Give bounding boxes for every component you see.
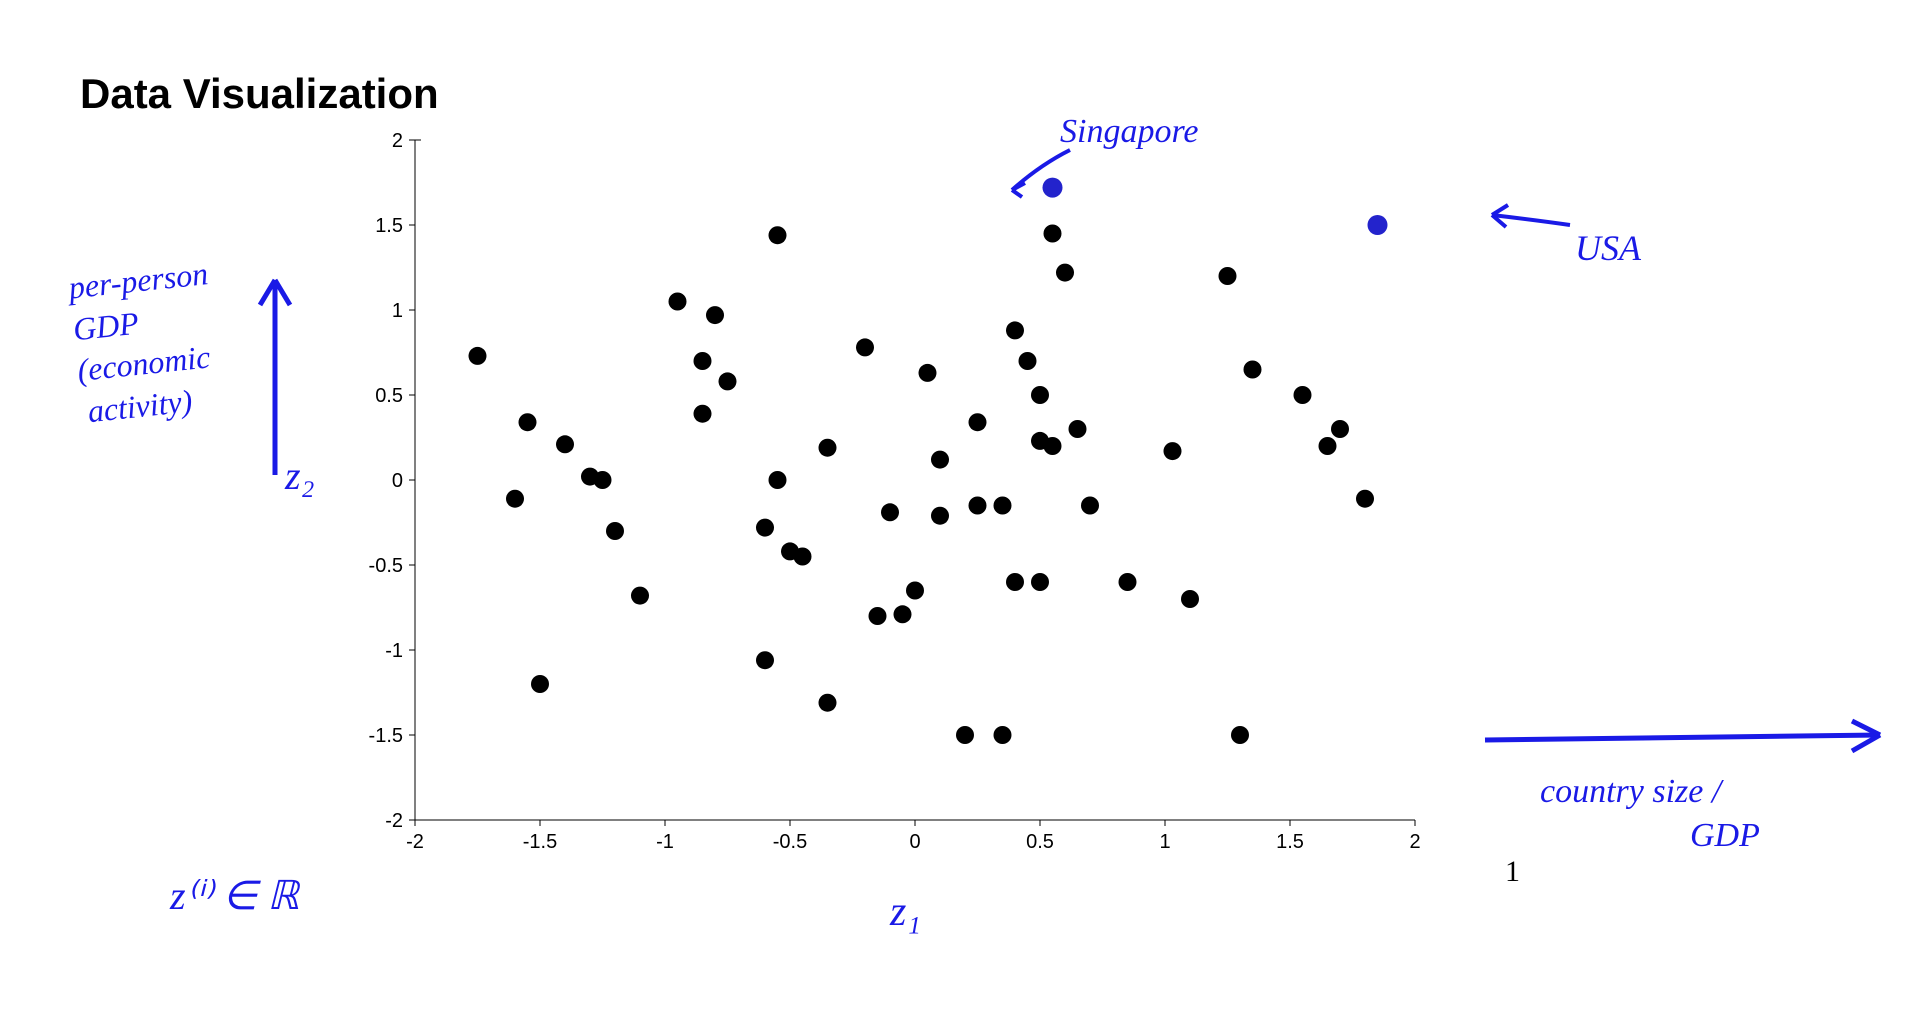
scatter-point bbox=[694, 352, 712, 370]
scatter-point bbox=[531, 675, 549, 693]
scatter-point bbox=[1244, 361, 1262, 379]
svg-text:-0.5: -0.5 bbox=[773, 831, 807, 853]
scatter-point bbox=[1331, 420, 1349, 438]
scatter-point bbox=[931, 451, 949, 469]
scatter-point bbox=[769, 471, 787, 489]
annotation-text-line: GDP bbox=[1690, 814, 1760, 858]
scatter-point bbox=[669, 293, 687, 311]
scatter-point bbox=[694, 405, 712, 423]
scatter-point bbox=[1164, 442, 1182, 460]
scatter-point bbox=[894, 605, 912, 623]
svg-text:0: 0 bbox=[909, 831, 920, 853]
scatter-point bbox=[519, 413, 537, 431]
scatter-point bbox=[756, 519, 774, 537]
svg-text:-2: -2 bbox=[385, 810, 403, 832]
scatter-point bbox=[994, 726, 1012, 744]
svg-text:-1.5: -1.5 bbox=[369, 725, 403, 747]
scatter-point bbox=[856, 338, 874, 356]
scatter-point bbox=[1119, 573, 1137, 591]
svg-text:0.5: 0.5 bbox=[375, 385, 403, 407]
scatter-point bbox=[1319, 437, 1337, 455]
scatter-point bbox=[1081, 497, 1099, 515]
annotation-text-line: country size / bbox=[1540, 770, 1760, 814]
svg-text:1: 1 bbox=[1159, 831, 1170, 853]
svg-text:2: 2 bbox=[1409, 831, 1420, 853]
scatter-point bbox=[1031, 573, 1049, 591]
svg-text:-1.5: -1.5 bbox=[523, 831, 557, 853]
scatter-point bbox=[906, 582, 924, 600]
scatter-point bbox=[1006, 321, 1024, 339]
arrow-right-country bbox=[1480, 715, 1900, 765]
annotation-country-size: country size / GDP bbox=[1540, 770, 1760, 858]
svg-text:2: 2 bbox=[392, 130, 403, 152]
scatter-point bbox=[606, 522, 624, 540]
scatter-point bbox=[556, 435, 574, 453]
page-number: 1 bbox=[1505, 855, 1520, 889]
scatter-point bbox=[706, 306, 724, 324]
scatter-point bbox=[1031, 386, 1049, 404]
annotation-z-in-r: z⁽ⁱ⁾ ∈ ℝ bbox=[170, 870, 299, 922]
arrow-usa bbox=[1480, 195, 1580, 250]
scatter-point bbox=[719, 372, 737, 390]
scatter-point bbox=[1069, 420, 1087, 438]
scatter-point bbox=[869, 607, 887, 625]
scatter-point bbox=[994, 497, 1012, 515]
scatter-point bbox=[1294, 386, 1312, 404]
scatter-point bbox=[1019, 352, 1037, 370]
scatter-point bbox=[1056, 264, 1074, 282]
scatter-point bbox=[1181, 590, 1199, 608]
scatter-point bbox=[1006, 573, 1024, 591]
svg-text:0.5: 0.5 bbox=[1026, 831, 1054, 853]
svg-text:-1: -1 bbox=[656, 831, 674, 853]
annotation-per-person-gdp: per-person GDP (economic activity) bbox=[67, 253, 223, 433]
scatter-point bbox=[931, 507, 949, 525]
scatter-point-highlight bbox=[1368, 215, 1388, 235]
annotation-z1: z₁ bbox=[890, 885, 921, 940]
scatter-point bbox=[881, 503, 899, 521]
scatter-point bbox=[1219, 267, 1237, 285]
scatter-point bbox=[819, 694, 837, 712]
page-title: Data Visualization bbox=[80, 70, 439, 118]
scatter-point bbox=[469, 347, 487, 365]
svg-text:0: 0 bbox=[392, 470, 403, 492]
svg-text:1.5: 1.5 bbox=[375, 215, 403, 237]
arrow-up-gdp bbox=[245, 265, 305, 485]
scatter-point bbox=[506, 490, 524, 508]
scatter-point bbox=[1231, 726, 1249, 744]
scatter-point bbox=[1356, 490, 1374, 508]
annotation-usa: USA bbox=[1575, 225, 1641, 272]
scatter-point bbox=[756, 651, 774, 669]
svg-text:1.5: 1.5 bbox=[1276, 831, 1304, 853]
scatter-point bbox=[969, 497, 987, 515]
svg-text:-1: -1 bbox=[385, 640, 403, 662]
scatter-point bbox=[956, 726, 974, 744]
scatter-point bbox=[769, 226, 787, 244]
scatter-point bbox=[819, 439, 837, 457]
scatter-point bbox=[631, 587, 649, 605]
scatter-point bbox=[1044, 225, 1062, 243]
svg-text:-0.5: -0.5 bbox=[369, 555, 403, 577]
scatter-point bbox=[919, 364, 937, 382]
svg-text:1: 1 bbox=[392, 300, 403, 322]
scatter-point bbox=[794, 548, 812, 566]
scatter-point bbox=[1044, 437, 1062, 455]
scatter-point bbox=[594, 471, 612, 489]
arrow-singapore bbox=[1000, 145, 1090, 205]
scatter-chart: -2 -1.5 -1 -0.5 0 0.5 1 1.5 2 -2 -1.5 -1 -0.5 0 0.5 1 1.… bbox=[365, 120, 1475, 880]
scatter-point bbox=[969, 413, 987, 431]
svg-text:-2: -2 bbox=[406, 831, 424, 853]
